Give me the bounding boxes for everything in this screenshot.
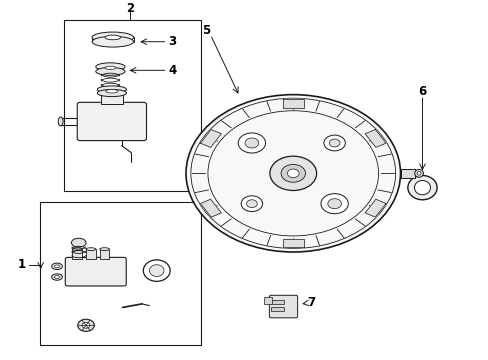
Ellipse shape bbox=[55, 265, 60, 268]
Polygon shape bbox=[282, 239, 304, 247]
Ellipse shape bbox=[52, 274, 62, 280]
Circle shape bbox=[327, 199, 341, 209]
Bar bbox=[101, 93, 122, 104]
Ellipse shape bbox=[82, 323, 90, 328]
Bar bbox=[264, 297, 271, 304]
Circle shape bbox=[246, 200, 257, 208]
Bar bbox=[271, 307, 283, 311]
Text: 5: 5 bbox=[202, 24, 210, 37]
Text: 2: 2 bbox=[125, 2, 134, 15]
Ellipse shape bbox=[96, 63, 125, 71]
Text: 4: 4 bbox=[168, 64, 176, 77]
Ellipse shape bbox=[105, 35, 121, 40]
Ellipse shape bbox=[100, 248, 109, 251]
FancyBboxPatch shape bbox=[77, 102, 146, 141]
Circle shape bbox=[241, 196, 262, 212]
Polygon shape bbox=[200, 130, 221, 147]
Circle shape bbox=[287, 169, 299, 177]
Ellipse shape bbox=[149, 265, 163, 276]
Bar bbox=[271, 300, 283, 304]
Ellipse shape bbox=[105, 66, 116, 69]
Polygon shape bbox=[282, 99, 304, 108]
Circle shape bbox=[281, 165, 305, 182]
Ellipse shape bbox=[55, 276, 60, 279]
Circle shape bbox=[185, 95, 400, 252]
Bar bbox=[100, 249, 109, 259]
Ellipse shape bbox=[58, 117, 63, 126]
Circle shape bbox=[238, 133, 265, 153]
Ellipse shape bbox=[407, 175, 436, 200]
Text: 1: 1 bbox=[18, 258, 26, 271]
Ellipse shape bbox=[92, 36, 133, 47]
FancyBboxPatch shape bbox=[65, 257, 126, 286]
Text: 3: 3 bbox=[168, 35, 176, 48]
Ellipse shape bbox=[71, 238, 86, 247]
Ellipse shape bbox=[92, 32, 133, 43]
FancyBboxPatch shape bbox=[269, 295, 297, 318]
Circle shape bbox=[320, 194, 347, 214]
Polygon shape bbox=[365, 199, 385, 217]
Ellipse shape bbox=[86, 248, 96, 251]
Bar bbox=[64, 19, 200, 191]
Circle shape bbox=[269, 156, 316, 190]
Polygon shape bbox=[200, 199, 221, 217]
Ellipse shape bbox=[143, 260, 170, 281]
Ellipse shape bbox=[414, 170, 423, 177]
Ellipse shape bbox=[97, 89, 126, 96]
Text: 7: 7 bbox=[307, 296, 315, 309]
Ellipse shape bbox=[52, 263, 62, 270]
Circle shape bbox=[323, 135, 345, 151]
Circle shape bbox=[328, 139, 339, 147]
Polygon shape bbox=[365, 130, 385, 147]
Bar bbox=[400, 169, 414, 177]
Bar bbox=[86, 249, 96, 259]
Bar bbox=[40, 202, 200, 345]
Ellipse shape bbox=[97, 86, 126, 93]
Circle shape bbox=[244, 138, 258, 148]
Ellipse shape bbox=[72, 248, 82, 251]
Ellipse shape bbox=[416, 171, 420, 175]
Text: 6: 6 bbox=[418, 85, 426, 98]
Ellipse shape bbox=[414, 180, 429, 195]
Ellipse shape bbox=[105, 89, 118, 93]
Ellipse shape bbox=[96, 67, 125, 75]
Bar bbox=[72, 249, 82, 259]
Ellipse shape bbox=[78, 319, 94, 332]
